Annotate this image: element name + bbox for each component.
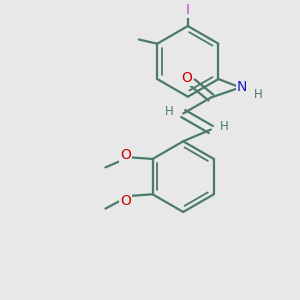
Text: I: I <box>186 2 190 16</box>
Text: N: N <box>237 80 247 94</box>
Text: O: O <box>181 71 192 85</box>
Text: H: H <box>220 121 229 134</box>
Text: O: O <box>120 194 131 208</box>
Text: O: O <box>120 148 131 162</box>
Text: H: H <box>165 104 174 118</box>
Text: H: H <box>254 88 262 101</box>
